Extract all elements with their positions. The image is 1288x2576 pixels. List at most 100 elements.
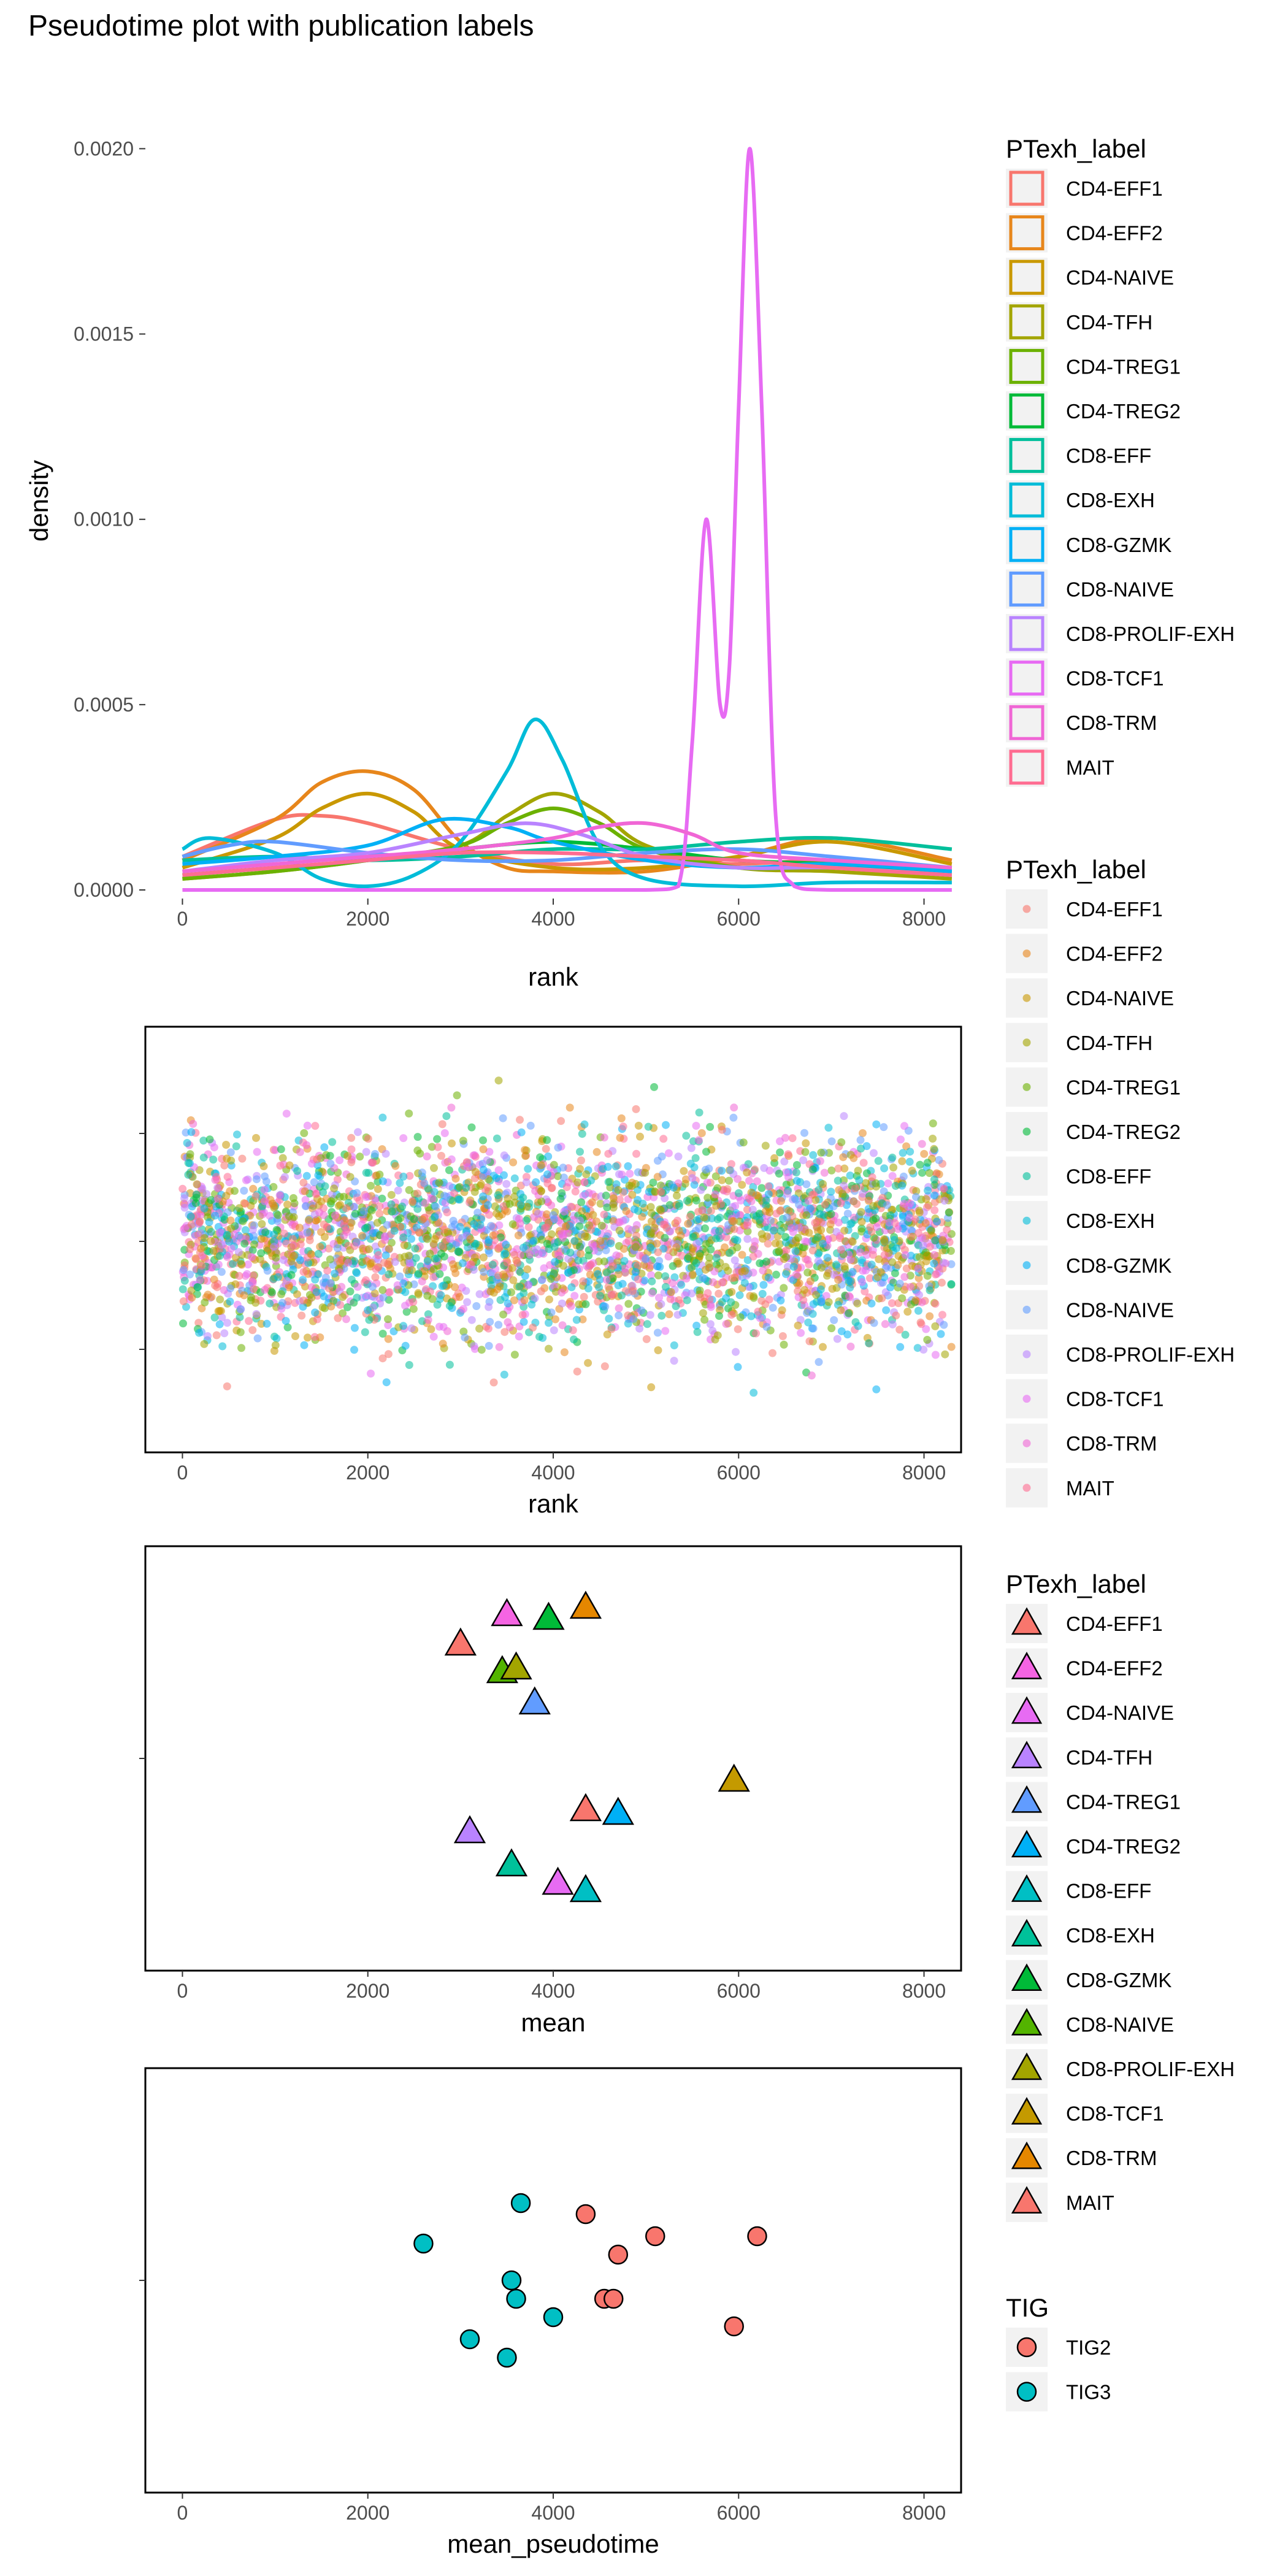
data-point	[187, 1221, 196, 1229]
data-point	[564, 1178, 573, 1187]
data-point	[938, 1236, 947, 1244]
data-point	[328, 1190, 336, 1199]
data-point	[250, 1232, 258, 1240]
data-point	[494, 1166, 503, 1175]
data-point	[933, 1217, 941, 1226]
data-point	[824, 1124, 833, 1132]
density-curve	[182, 821, 953, 873]
data-point	[696, 1293, 705, 1301]
data-point	[471, 1168, 480, 1176]
data-point	[487, 1222, 495, 1230]
data-point	[223, 1319, 231, 1327]
data-point	[266, 1211, 274, 1220]
data-point	[609, 1200, 618, 1208]
data-point	[743, 1235, 752, 1243]
data-point	[226, 1297, 234, 1306]
density-curve	[182, 821, 953, 877]
data-point	[630, 1205, 638, 1214]
data-point	[817, 1148, 826, 1157]
legend-key-box	[1009, 393, 1045, 429]
data-point	[517, 1128, 526, 1137]
data-point	[261, 1286, 269, 1294]
data-point	[895, 1279, 904, 1288]
data-point	[350, 1203, 359, 1211]
data-point	[323, 1223, 331, 1231]
data-point	[901, 1251, 910, 1259]
data-point	[194, 1319, 203, 1327]
data-point	[562, 1222, 570, 1230]
data-point	[521, 1271, 529, 1280]
data-point	[769, 1349, 776, 1357]
data-point	[344, 1259, 353, 1267]
data-point	[738, 1181, 746, 1189]
data-point	[369, 1229, 377, 1238]
data-point	[912, 1193, 920, 1202]
data-point	[882, 1306, 891, 1314]
legend-label: CD8-TRM	[1066, 1432, 1157, 1455]
legend-key-dot	[1022, 1350, 1031, 1359]
data-point	[827, 1187, 835, 1196]
data-point-triangle	[542, 1866, 574, 1895]
data-point	[855, 1176, 864, 1184]
data-point	[405, 1186, 413, 1194]
data-point	[641, 1168, 650, 1177]
data-point	[865, 1339, 873, 1347]
data-point	[486, 1287, 495, 1296]
data-point	[751, 1237, 759, 1246]
data-point	[515, 1282, 524, 1291]
data-point-triangle	[602, 1796, 634, 1825]
data-point	[504, 1299, 512, 1308]
data-point	[924, 1186, 932, 1195]
data-point	[180, 1276, 189, 1285]
data-point	[629, 1315, 638, 1324]
data-point	[908, 1167, 916, 1175]
data-point	[819, 1180, 827, 1188]
data-point	[451, 1175, 460, 1183]
data-point	[608, 1274, 617, 1282]
data-point	[328, 1138, 337, 1146]
data-point	[198, 1196, 207, 1205]
data-point	[570, 1335, 578, 1344]
data-point	[648, 1277, 656, 1286]
data-point	[872, 1179, 880, 1187]
data-point	[179, 1319, 187, 1328]
data-point	[343, 1303, 351, 1311]
data-point	[857, 1208, 865, 1216]
data-point	[493, 1134, 501, 1143]
data-point	[479, 1192, 488, 1201]
legend-label: CD4-TFH	[1066, 1032, 1152, 1054]
data-point	[817, 1297, 826, 1305]
data-point	[891, 1269, 899, 1278]
data-point	[762, 1196, 771, 1205]
data-point	[496, 1233, 505, 1241]
data-point	[509, 1158, 518, 1167]
data-point	[462, 1184, 470, 1192]
data-point	[724, 1304, 732, 1313]
data-point	[347, 1145, 356, 1154]
data-point	[540, 1264, 548, 1273]
data-point	[486, 1317, 494, 1326]
data-point	[692, 1259, 700, 1267]
data-point	[749, 1292, 758, 1300]
data-point	[240, 1240, 249, 1248]
data-point	[690, 1181, 699, 1189]
data-point	[875, 1255, 883, 1263]
legend-label: CD4-EFF2	[1066, 943, 1163, 965]
legend-key-box	[1009, 749, 1045, 785]
data-point	[653, 1173, 662, 1181]
data-point-circle	[608, 2244, 629, 2265]
data-point	[601, 1302, 610, 1311]
data-point	[694, 1136, 703, 1144]
data-point	[584, 1359, 592, 1367]
data-point	[239, 1217, 247, 1225]
data-point	[628, 1287, 637, 1295]
data-point	[564, 1268, 573, 1277]
data-point	[819, 1240, 827, 1248]
data-point	[872, 1214, 880, 1223]
data-point	[494, 1271, 502, 1280]
data-point	[912, 1187, 921, 1195]
legend-key-dot	[1022, 905, 1031, 913]
data-point	[696, 1252, 704, 1260]
data-point	[734, 1325, 742, 1333]
data-point	[858, 1278, 867, 1286]
